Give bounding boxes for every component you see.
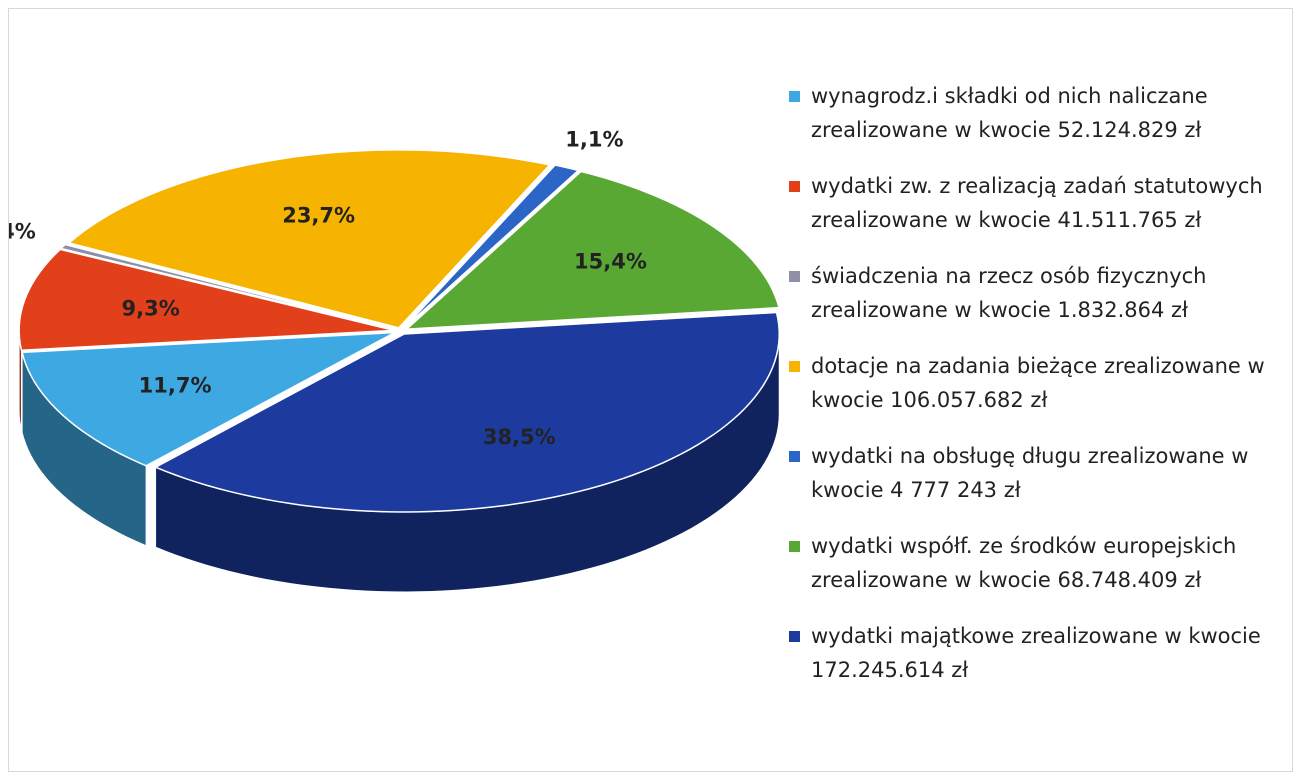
legend-swatch	[789, 271, 800, 282]
legend-item: wydatki majątkowe zrealizowane w kwocie …	[789, 619, 1289, 687]
slice	[59, 243, 395, 331]
data-label: 11,7%	[139, 374, 212, 398]
data-label: 23,7%	[282, 204, 355, 228]
legend-label: świadczenia na rzecz osób fizycznych zre…	[811, 264, 1207, 322]
legend-label: wydatki majątkowe zrealizowane w kwocie …	[811, 624, 1261, 682]
legend-swatch	[789, 451, 800, 462]
legend-item: wynagrodz.i składki od nich naliczane zr…	[789, 79, 1289, 147]
legend: wynagrodz.i składki od nich naliczane zr…	[789, 79, 1289, 709]
slice	[21, 331, 396, 467]
legend-label: wydatki zw. z realizacją zadań statutowy…	[811, 174, 1263, 232]
legend-item: wydatki na obsługę długu zrealizowane w …	[789, 439, 1289, 507]
legend-swatch	[789, 181, 800, 192]
data-label: 38,5%	[483, 425, 556, 449]
legend-swatch	[789, 541, 800, 552]
legend-label: wydatki współf. ze środków europejskich …	[811, 534, 1237, 592]
legend-item: dotacje na zadania bieżące zrealizowane …	[789, 349, 1289, 417]
legend-label: dotacje na zadania bieżące zrealizowane …	[811, 354, 1265, 412]
slice	[404, 170, 781, 330]
legend-swatch	[789, 631, 800, 642]
legend-label: wydatki na obsługę długu zrealizowane w …	[811, 444, 1249, 502]
chart: 11,7% 9,3% 0,4% 23,7% 1,1% 15,4% 38,5% wynagro…	[8, 8, 1293, 772]
legend-item: świadczenia na rzecz osób fizycznych zre…	[789, 259, 1289, 327]
legend-swatch	[789, 361, 800, 372]
slice	[403, 164, 580, 329]
legend-item: wydatki współf. ze środków europejskich …	[789, 529, 1289, 597]
legend-label: wynagrodz.i składki od nich naliczane zr…	[811, 84, 1208, 142]
legend-swatch	[789, 91, 800, 102]
slice	[18, 248, 395, 351]
data-label: 0,4%	[9, 219, 36, 243]
data-label: 9,3%	[122, 296, 180, 320]
slice	[153, 311, 780, 513]
pie-tops	[18, 149, 781, 513]
data-label: 1,1%	[565, 127, 623, 151]
data-label: 15,4%	[574, 249, 647, 273]
slice	[67, 149, 552, 329]
legend-item: wydatki zw. z realizacją zadań statutowy…	[789, 169, 1289, 237]
pie-area: 11,7% 9,3% 0,4% 23,7% 1,1% 15,4% 38,5%	[9, 127, 781, 593]
